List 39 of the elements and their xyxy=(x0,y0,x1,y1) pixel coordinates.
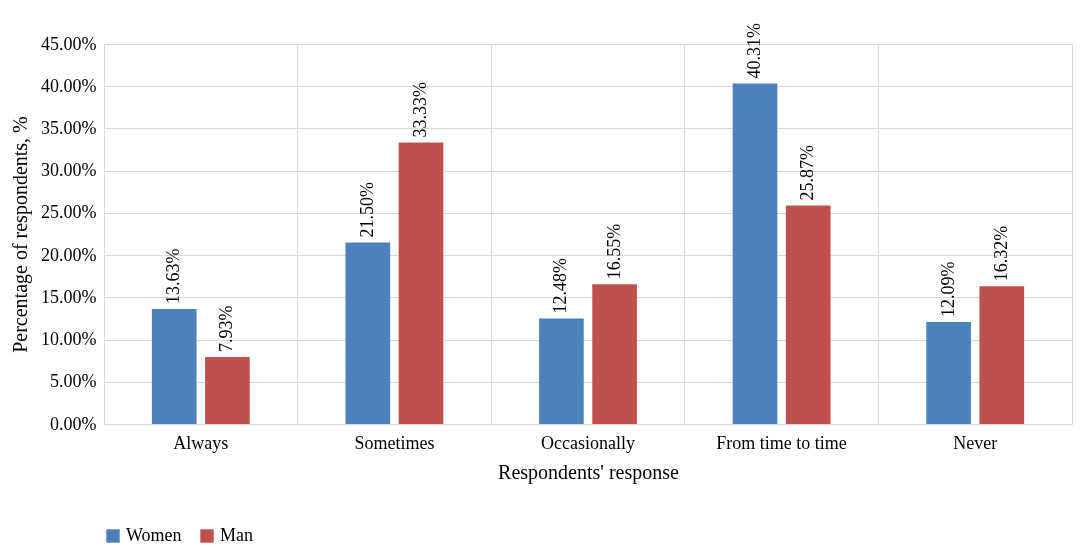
bar xyxy=(539,318,584,424)
x-axis-title: Respondents' response xyxy=(498,460,680,484)
data-label: 25.87% xyxy=(797,145,818,201)
bar xyxy=(785,205,831,424)
bar xyxy=(345,242,391,424)
y-tick-label: 40.00% xyxy=(41,75,97,96)
bar xyxy=(732,83,778,424)
y-tick-label: 0.00% xyxy=(50,413,97,434)
bar xyxy=(398,142,444,424)
data-label: 21.50% xyxy=(356,181,377,238)
data-label: 13.63% xyxy=(163,248,184,304)
y-tick-label: 30.00% xyxy=(41,160,97,181)
data-label: 33.33% xyxy=(409,82,430,138)
y-tick-label: 35.00% xyxy=(41,117,97,138)
x-tick-label: Sometimes xyxy=(354,432,435,453)
data-label: 12.09% xyxy=(937,261,958,317)
data-label: 12.48% xyxy=(550,258,571,314)
legend-label: Man xyxy=(220,525,253,545)
legend-label: Women xyxy=(126,525,182,545)
data-label: 7.93% xyxy=(216,305,237,353)
x-tick-label: From time to time xyxy=(716,432,847,453)
data-label: 40.31% xyxy=(744,23,765,79)
data-label: 16.55% xyxy=(603,223,624,280)
bar xyxy=(151,308,197,424)
y-tick-label: 25.00% xyxy=(41,202,97,223)
y-tick-label: 45.00% xyxy=(41,33,97,54)
y-tick-label: 20.00% xyxy=(41,244,97,265)
y-axis-title: Percentage of respondents, % xyxy=(9,116,33,353)
y-tick-label: 5.00% xyxy=(50,371,97,392)
bar xyxy=(205,357,250,424)
x-tick-label: Occasionally xyxy=(541,432,635,453)
y-tick-label: 15.00% xyxy=(41,286,97,307)
x-tick-label: Always xyxy=(173,432,229,453)
x-tick-label: Never xyxy=(953,432,998,453)
y-tick-label: 10.00% xyxy=(41,329,97,350)
bar xyxy=(926,321,971,424)
data-label: 16.32% xyxy=(990,225,1011,282)
bar xyxy=(592,284,637,424)
bar xyxy=(979,286,1025,424)
